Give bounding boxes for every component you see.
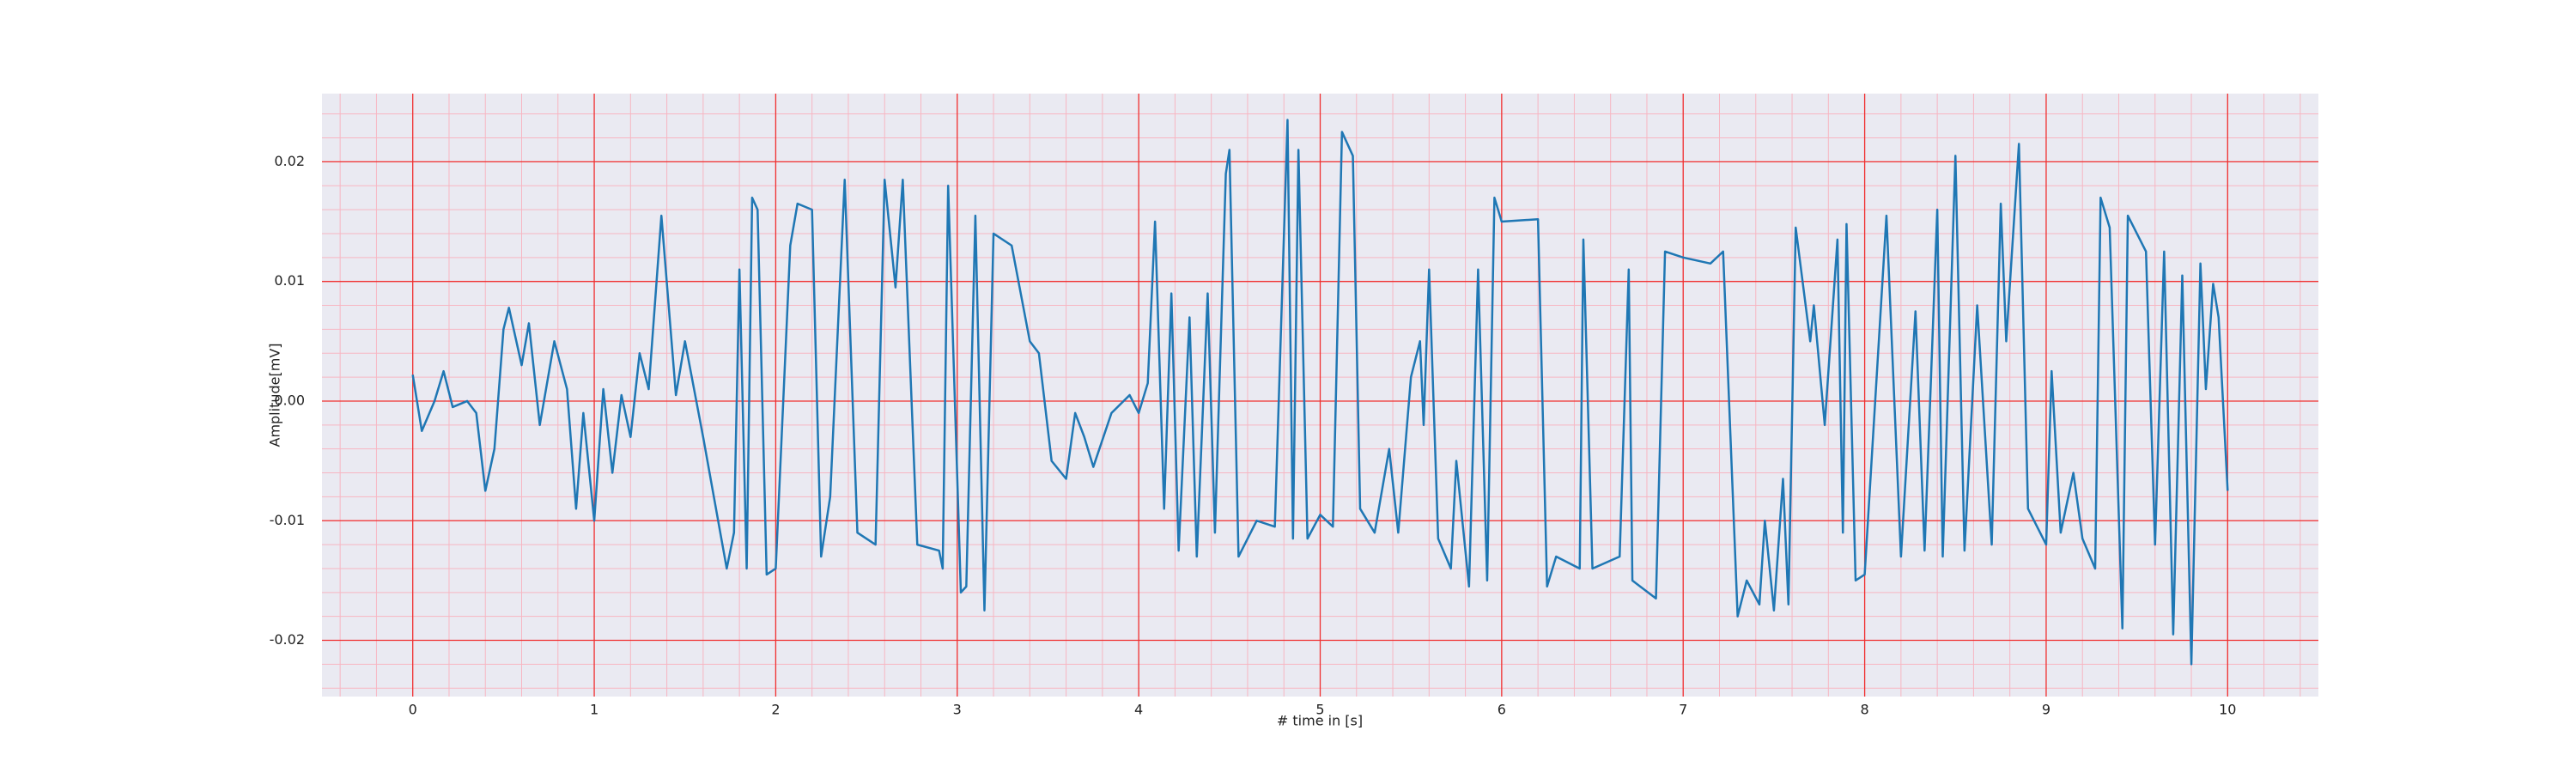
x-tick-label: 5 [1315,702,1324,718]
x-tick-label: 2 [771,702,780,718]
x-tick-label: 6 [1498,702,1506,718]
y-tick-label: 0.02 [274,153,305,169]
y-tick-label: -0.01 [270,512,305,528]
y-axis-label: Amplitude[mV] [267,343,283,447]
y-tick-label: 0.00 [274,392,305,408]
x-tick-label: 10 [2219,702,2236,718]
x-tick-label: 0 [409,702,417,718]
x-tick-label: 3 [953,702,962,718]
y-tick-label: -0.02 [270,631,305,648]
signal-line [411,119,2229,666]
x-tick-label: 8 [1860,702,1868,718]
x-axis-label: # time in [s] [1277,713,1363,729]
y-tick-label: 0.01 [274,272,305,289]
x-tick-label: 1 [590,702,598,718]
x-tick-label: 4 [1134,702,1143,718]
x-tick-label: 7 [1679,702,1687,718]
x-tick-label: 9 [2042,702,2050,718]
